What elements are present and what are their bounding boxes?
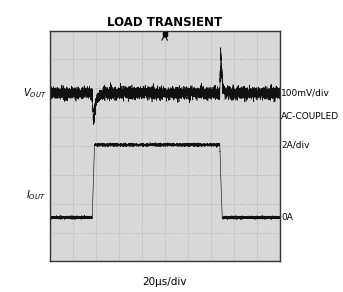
Text: $I_{OUT}$: $I_{OUT}$ (26, 188, 46, 202)
Text: AC-COUPLED: AC-COUPLED (281, 112, 339, 121)
Text: 100mV/div: 100mV/div (281, 88, 330, 98)
Text: 0A: 0A (281, 213, 293, 222)
Title: LOAD TRANSIENT: LOAD TRANSIENT (107, 16, 222, 29)
Text: $V_{OUT}$: $V_{OUT}$ (23, 86, 46, 100)
Text: 20μs/div: 20μs/div (142, 277, 187, 288)
Text: 2A/div: 2A/div (281, 140, 310, 149)
